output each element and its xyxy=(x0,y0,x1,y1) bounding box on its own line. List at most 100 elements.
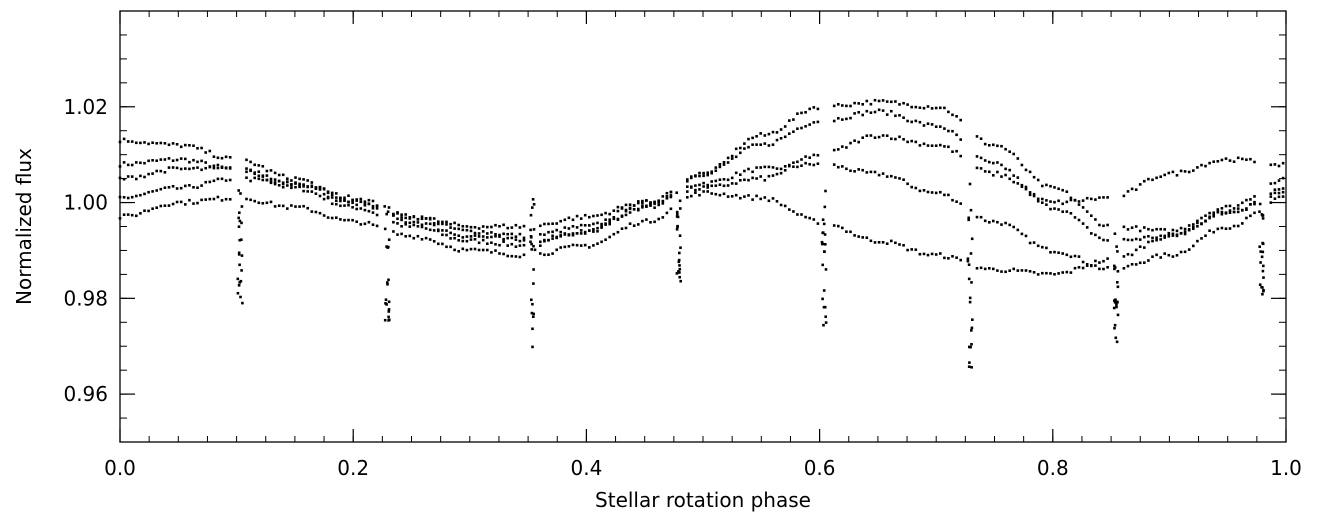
data-point xyxy=(1143,246,1146,249)
data-point xyxy=(767,174,771,178)
data-point xyxy=(159,158,163,161)
data-point xyxy=(163,171,167,174)
data-point xyxy=(1130,263,1134,266)
data-point xyxy=(926,253,930,257)
data-point xyxy=(1147,235,1150,238)
data-point xyxy=(261,165,265,168)
data-point xyxy=(151,207,154,210)
data-point xyxy=(616,230,620,234)
data-point xyxy=(1220,210,1224,214)
data-point xyxy=(175,200,179,204)
data-point xyxy=(616,205,620,209)
data-point xyxy=(514,238,518,241)
dip-point xyxy=(240,238,243,241)
data-point xyxy=(710,180,713,183)
data-point xyxy=(363,202,367,205)
data-point xyxy=(167,186,171,189)
data-point xyxy=(575,243,579,247)
data-point xyxy=(934,144,938,147)
dip-point xyxy=(970,343,973,346)
data-point xyxy=(445,223,448,226)
data-point xyxy=(1036,197,1040,201)
data-point xyxy=(257,201,261,205)
data-point xyxy=(792,210,795,213)
data-point xyxy=(567,245,571,248)
data-point xyxy=(192,202,195,205)
data-point xyxy=(1073,266,1077,270)
data-point xyxy=(208,197,212,201)
data-point xyxy=(816,120,820,124)
data-point xyxy=(294,182,297,185)
data-point xyxy=(996,269,999,272)
data-point xyxy=(343,196,346,200)
data-point xyxy=(775,131,779,134)
data-point xyxy=(273,182,277,186)
data-point xyxy=(661,199,665,203)
data-point xyxy=(808,156,811,159)
data-point xyxy=(763,196,767,199)
data-point xyxy=(1183,232,1187,236)
data-point xyxy=(461,228,465,232)
data-point xyxy=(1147,177,1150,181)
data-point xyxy=(930,123,934,126)
data-point xyxy=(571,233,575,237)
data-point xyxy=(510,226,514,229)
data-point xyxy=(608,220,611,224)
data-point xyxy=(204,180,207,184)
data-point xyxy=(743,142,746,145)
data-point xyxy=(212,164,216,168)
data-point xyxy=(551,222,554,225)
data-point xyxy=(702,181,705,185)
data-point xyxy=(547,253,550,256)
data-point xyxy=(1000,270,1003,273)
data-point xyxy=(1000,175,1003,178)
data-point xyxy=(959,258,962,262)
data-point xyxy=(208,149,212,153)
data-point xyxy=(245,167,248,170)
data-point xyxy=(359,207,363,210)
data-point xyxy=(363,222,367,226)
data-point xyxy=(420,223,424,227)
data-point xyxy=(404,216,407,220)
data-point xyxy=(600,222,603,226)
data-point xyxy=(571,243,575,247)
data-point xyxy=(1151,239,1154,243)
data-point xyxy=(151,172,154,175)
data-point xyxy=(718,178,722,181)
data-point xyxy=(457,234,460,237)
data-point xyxy=(726,156,730,160)
data-point xyxy=(816,222,820,225)
data-point xyxy=(612,232,616,236)
data-point xyxy=(1122,237,1126,241)
data-point xyxy=(939,125,942,128)
data-point xyxy=(1155,236,1158,239)
data-point xyxy=(881,241,885,244)
data-point xyxy=(498,243,501,247)
data-point xyxy=(143,141,146,144)
axes: 0.0 0.2 0.4 0.6 0.8 1.0 0.96 0.98 1.00 1.02 xyxy=(63,10,1302,480)
data-point xyxy=(1277,164,1281,168)
data-point xyxy=(608,212,611,216)
dip-point xyxy=(969,208,973,212)
data-point xyxy=(714,166,718,169)
data-point xyxy=(1049,272,1052,275)
dip-point xyxy=(970,366,973,369)
data-point xyxy=(608,218,611,221)
data-point xyxy=(747,137,750,141)
data-point xyxy=(1032,271,1036,274)
data-point xyxy=(1004,173,1007,177)
data-point xyxy=(1069,212,1073,215)
data-point xyxy=(804,155,807,158)
data-point xyxy=(196,201,199,205)
data-point xyxy=(988,170,991,174)
data-point xyxy=(486,225,489,229)
data-point xyxy=(1212,211,1215,214)
data-point xyxy=(869,239,873,243)
data-point xyxy=(412,220,416,224)
data-point xyxy=(906,248,909,252)
data-point xyxy=(975,215,979,219)
data-point xyxy=(751,170,754,174)
data-point xyxy=(441,242,444,246)
data-point xyxy=(1094,198,1097,201)
data-point xyxy=(779,171,783,175)
